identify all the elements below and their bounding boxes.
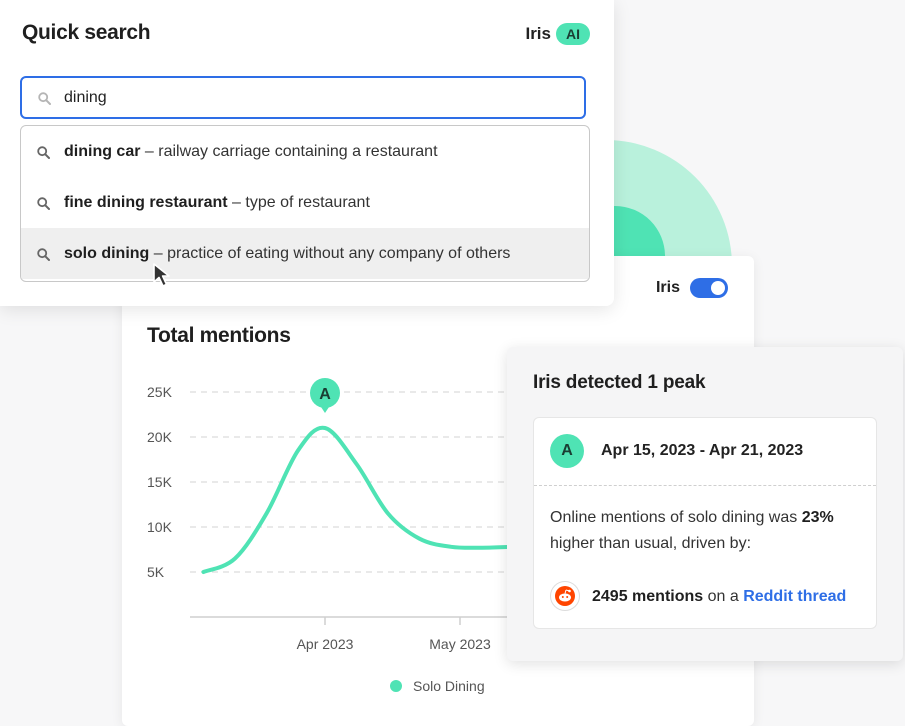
x-tick-label: Apr 2023 — [297, 636, 354, 652]
reddit-source-line: 2495 mentions on a Reddit thread — [592, 588, 846, 606]
chart-title: Total mentions — [147, 324, 291, 347]
search-input-value: dining — [64, 89, 107, 106]
x-tick-label: May 2023 — [429, 636, 491, 652]
series-line-solo-dining — [201, 425, 516, 574]
suggestion-term: dining car — [64, 143, 141, 160]
suggestion-definition: – railway carriage containing a restaura… — [144, 143, 438, 160]
peak-detail: A Apr 15, 2023 - Apr 21, 2023 Online men… — [533, 417, 877, 629]
reddit-thread-link[interactable]: Reddit thread — [743, 588, 847, 605]
y-tick-label: 25K — [147, 384, 173, 400]
search-icon — [37, 197, 50, 210]
suggestion-item-solo-dining[interactable]: solo dining – practice of eating without… — [21, 228, 589, 279]
peak-description-suffix: higher than usual, driven by: — [550, 535, 752, 552]
legend-label: Solo Dining — [413, 678, 485, 694]
suggestion-term: fine dining restaurant — [64, 194, 228, 211]
search-icon — [38, 92, 51, 105]
iris-toggle-label: Iris — [655, 279, 680, 296]
suggestion-definition: – practice of eating without any company… — [153, 245, 511, 262]
y-tick-label: 20K — [147, 429, 173, 445]
suggestion-text: dining car – railway carriage containing… — [64, 143, 438, 161]
y-tick-label: 5K — [147, 564, 165, 580]
legend-marker — [390, 680, 402, 692]
y-tick-label: 10K — [147, 519, 173, 535]
suggestion-item-fine-dining-restaurant[interactable]: fine dining restaurant – type of restaur… — [21, 177, 589, 228]
peak-card-title: Iris detected 1 peak — [533, 372, 706, 393]
suggestion-definition: – type of restaurant — [232, 194, 370, 211]
iris-ai-indicator: Iris AI — [525, 23, 590, 45]
suggestion-text: fine dining restaurant – type of restaur… — [64, 194, 370, 212]
peak-description: Online mentions of solo dining was 23% h… — [550, 505, 868, 557]
peak-pin-label: A — [319, 386, 331, 403]
reddit-icon — [550, 581, 580, 611]
suggestion-list: dining car – railway carriage containing… — [20, 125, 590, 282]
y-tick-label: 15K — [147, 474, 173, 490]
search-icon — [37, 248, 50, 261]
ai-badge: AI — [556, 23, 590, 45]
peak-detection-card: Iris detected 1 peak A Apr 15, 2023 - Ap… — [507, 347, 903, 661]
search-input[interactable]: dining — [20, 76, 586, 119]
assistant-name: Iris — [525, 24, 551, 43]
peak-pin — [310, 378, 340, 408]
peak-marker-badge: A — [550, 434, 584, 468]
suggestion-item-dining-car[interactable]: dining car – railway carriage containing… — [21, 126, 589, 177]
suggestion-term: solo dining — [64, 245, 150, 262]
peak-date-range: Apr 15, 2023 - Apr 21, 2023 — [601, 442, 804, 459]
peak-description-prefix: Online mentions of solo dining was — [550, 509, 802, 526]
mentions-count: 2495 mentions — [592, 588, 704, 605]
quick-search-panel: Quick search Iris AI dining dining car –… — [0, 0, 614, 306]
iris-toggle[interactable] — [690, 278, 728, 298]
mentions-connector: on a — [703, 588, 744, 605]
peak-percent: 23% — [801, 509, 834, 526]
search-icon — [37, 146, 50, 159]
suggestion-text: solo dining – practice of eating without… — [64, 245, 510, 263]
mouse-cursor-icon — [153, 263, 170, 287]
mentions-line-chart: 25K 20K 15K 10K 5K Apr 2023 May 2023 Solo Dinin… — [147, 378, 754, 694]
iris-toggle-group: Iris — [656, 278, 728, 298]
quick-search-title: Quick search — [22, 21, 151, 44]
divider — [534, 485, 876, 486]
